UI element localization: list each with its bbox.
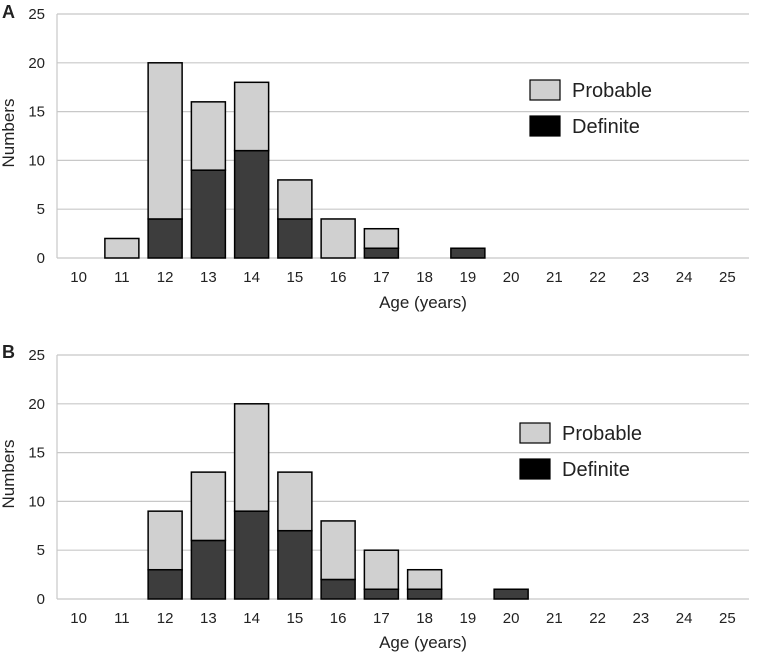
x-tick-label: 12 bbox=[157, 269, 174, 286]
bar-definite-14 bbox=[233, 510, 270, 600]
x-axis-title: Age (years) bbox=[379, 633, 467, 652]
y-tick-label: 15 bbox=[28, 104, 45, 121]
bar-probable-11 bbox=[104, 237, 140, 259]
bar-probable-12 bbox=[147, 62, 183, 220]
x-tick-label: 11 bbox=[114, 610, 130, 627]
x-tick-label: 11 bbox=[114, 269, 130, 286]
legend-label-probable: Probable bbox=[572, 80, 652, 102]
bar-definite-20 bbox=[493, 588, 529, 600]
x-tick-label: 13 bbox=[200, 610, 217, 627]
bar-probable-18 bbox=[406, 568, 443, 590]
x-tick-label: 10 bbox=[70, 610, 87, 627]
y-tick-label: 5 bbox=[37, 201, 45, 218]
bar-definite-15 bbox=[277, 218, 313, 259]
x-tick-label: 21 bbox=[546, 610, 563, 627]
legend-label-definite: Definite bbox=[562, 459, 630, 481]
x-tick-label: 14 bbox=[243, 610, 260, 627]
chart-panel-b: 0 5 10 15 20 25 10 11 12 13 14 15 16 17 18 19 20 21 22 23 24… bbox=[0, 347, 749, 652]
y-tick-label: 5 bbox=[37, 542, 45, 559]
legend-swatch-definite bbox=[529, 115, 561, 137]
x-tick-label: 22 bbox=[589, 610, 606, 627]
x-tick-label: 18 bbox=[416, 610, 433, 627]
x-tick-label: 14 bbox=[243, 269, 260, 286]
y-tick-label: 20 bbox=[28, 55, 45, 72]
y-tick-label: 0 bbox=[37, 591, 45, 608]
y-axis-title: Numbers bbox=[0, 440, 18, 509]
x-tick-label: 24 bbox=[676, 269, 693, 286]
legend-swatch-probable bbox=[529, 79, 561, 101]
x-tick-label: 19 bbox=[460, 269, 477, 286]
y-tick-label: 10 bbox=[28, 152, 45, 169]
legend-label-probable: Probable bbox=[562, 423, 642, 445]
x-tick-label: 17 bbox=[373, 269, 390, 286]
y-tick-label: 25 bbox=[28, 6, 45, 23]
x-tick-label: 20 bbox=[503, 610, 520, 627]
x-axis-title: Age (years) bbox=[379, 293, 467, 312]
bar-definite-13 bbox=[190, 169, 227, 259]
y-tick-label: 25 bbox=[28, 347, 45, 364]
y-axis-title: Numbers bbox=[0, 99, 18, 168]
legend: Probable Definite bbox=[529, 79, 652, 138]
panel-letter-b: B bbox=[2, 342, 15, 362]
bar-probable-16 bbox=[320, 218, 356, 259]
y-tick-label: 20 bbox=[28, 396, 45, 413]
bar-definite-12 bbox=[147, 218, 183, 259]
x-tick-label: 13 bbox=[200, 269, 217, 286]
x-tick-label: 23 bbox=[633, 269, 650, 286]
y-tick-label: 10 bbox=[28, 493, 45, 510]
bar-probable-17 bbox=[363, 549, 400, 590]
bar-probable-15 bbox=[277, 471, 313, 532]
x-tick-label: 17 bbox=[373, 610, 390, 627]
legend-label-definite: Definite bbox=[572, 116, 640, 138]
legend-swatch-definite bbox=[519, 458, 551, 480]
legend-swatch-probable bbox=[519, 422, 551, 444]
bar-definite-16 bbox=[320, 578, 356, 600]
y-tick-label: 0 bbox=[37, 250, 45, 267]
chart-panel-a: 0 5 10 15 20 25 10 11 12 13 14 15 16 17 18 19 20 21 22 23 24… bbox=[0, 6, 749, 312]
bar-definite-15 bbox=[277, 529, 313, 600]
x-tick-label: 16 bbox=[330, 269, 347, 286]
bar-probable-15 bbox=[277, 179, 313, 220]
x-tick-label: 25 bbox=[719, 269, 736, 286]
y-tick-label: 15 bbox=[28, 445, 45, 462]
panel-letter-a: A bbox=[2, 2, 15, 22]
bar-probable-13 bbox=[190, 471, 227, 542]
x-tick-label: 20 bbox=[503, 269, 520, 286]
bar-probable-17 bbox=[363, 227, 400, 249]
bar-definite-17 bbox=[363, 588, 400, 600]
x-tick-label: 23 bbox=[633, 610, 650, 627]
bar-definite-13 bbox=[190, 539, 227, 600]
bar-definite-19 bbox=[450, 247, 486, 259]
x-tick-label: 24 bbox=[676, 610, 693, 627]
bar-probable-16 bbox=[320, 520, 356, 581]
x-tick-label: 10 bbox=[70, 269, 87, 286]
bar-definite-12 bbox=[147, 568, 183, 600]
x-tick-label: 21 bbox=[546, 269, 563, 286]
bar-probable-12 bbox=[147, 510, 183, 571]
x-tick-label: 16 bbox=[330, 610, 347, 627]
x-tick-label: 12 bbox=[157, 610, 174, 627]
x-tick-label: 22 bbox=[589, 269, 606, 286]
bar-probable-14 bbox=[233, 403, 270, 512]
x-tick-label: 19 bbox=[460, 610, 477, 627]
x-tick-label: 15 bbox=[287, 610, 304, 627]
x-tick-label: 15 bbox=[287, 269, 304, 286]
legend: Probable Definite bbox=[519, 422, 642, 481]
bar-definite-14 bbox=[233, 149, 270, 259]
bar-definite-18 bbox=[406, 588, 443, 600]
bar-probable-13 bbox=[190, 101, 227, 171]
x-tick-label: 25 bbox=[719, 610, 736, 627]
bar-probable-14 bbox=[233, 81, 270, 152]
x-tick-label: 18 bbox=[416, 269, 433, 286]
bar-definite-17 bbox=[363, 247, 400, 259]
